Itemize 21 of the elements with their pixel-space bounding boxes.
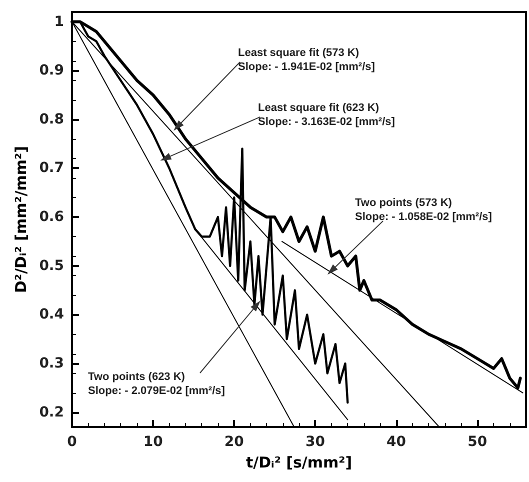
y-tick-label: 0.5 xyxy=(39,258,64,274)
x-tick-label: 50 xyxy=(468,434,488,450)
x-axis-title: t/Dᵢ² [s/mm²] xyxy=(246,454,352,472)
y-tick-label: 0.6 xyxy=(39,209,64,226)
y-tick-label: 0.3 xyxy=(39,356,64,372)
annotation: Two points (573 K) Slope: - 1.058E-02 [mm²/s] xyxy=(355,197,492,223)
annotation: Two points (623 K) Slope: - 2.079E-02 [mm²/s] xyxy=(88,371,226,397)
x-tick-label: 30 xyxy=(305,434,326,450)
y-tick-label: 1 xyxy=(54,14,64,30)
y-tick-label: 0.4 xyxy=(39,306,64,323)
y-tick-label: 0.2 xyxy=(39,404,64,420)
y-tick-label: 0.7 xyxy=(39,160,64,176)
x-tick-label: 0 xyxy=(67,434,78,450)
x-tick-label: 40 xyxy=(386,434,406,450)
y-axis-title: D²/Dᵢ² [mm²/mm²] xyxy=(12,146,30,293)
x-tick-label: 20 xyxy=(224,434,244,450)
annotation: Least square fit (623 K) Slope: - 3.163E-02 [mm²/s] xyxy=(258,102,396,128)
annotation: Least square fit (573 K) Slope: - 1.941E-02 [mm²/s] xyxy=(238,47,376,73)
x-tick-label: 10 xyxy=(143,434,164,450)
y-tick-label: 0.8 xyxy=(39,111,64,128)
y-tick-label: 0.9 xyxy=(39,62,64,79)
